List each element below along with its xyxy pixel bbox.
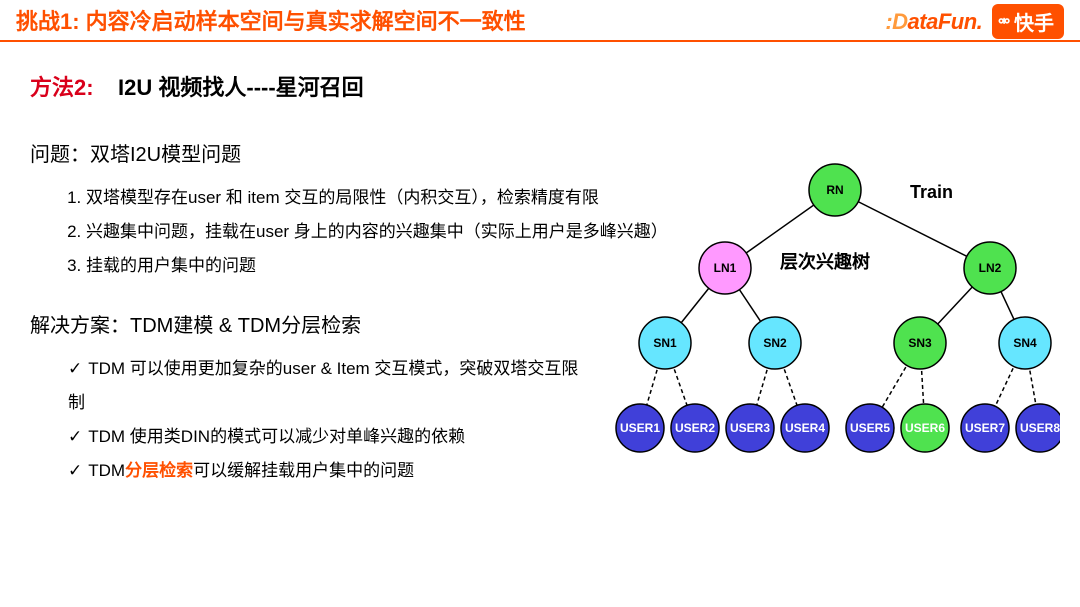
svg-text:Train: Train [910,182,953,202]
hierarchy-tree-diagram: RNLN1LN2SN1SN2SN3SN4USER1USER2USER3USER4… [610,158,1060,468]
logo-group: :DataFun. ⚮快手 [885,4,1064,39]
slide-title: 挑战1: 内容冷启动样本空间与真实求解空间不一致性 [16,4,526,36]
list-item: ✓TDM 可以使用更加复杂的user & Item 交互模式，突破双塔交互限制 [68,352,590,420]
kuaishou-logo: ⚮快手 [992,4,1064,39]
solution-list: ✓TDM 可以使用更加复杂的user & Item 交互模式，突破双塔交互限制 … [30,352,590,488]
method-line: 方法2: I2U 视频找人----星河召回 [30,70,1050,102]
datafun-logo: :DataFun. [885,9,982,35]
svg-text:层次兴趣树: 层次兴趣树 [780,251,870,272]
method-label: 方法2: [30,75,94,100]
list-item: ✓TDM分层检索可以缓解挂载用户集中的问题 [68,454,590,488]
slide-content: 方法2: I2U 视频找人----星河召回 问题：双塔I2U模型问题 双塔模型存… [0,42,1080,488]
slide-header: 挑战1: 内容冷启动样本空间与真实求解空间不一致性 :DataFun. ⚮快手 [0,0,1080,42]
method-title: I2U 视频找人----星河召回 [118,75,364,100]
list-item: ✓TDM 使用类DIN的模式可以减少对单峰兴趣的依赖 [68,420,590,454]
